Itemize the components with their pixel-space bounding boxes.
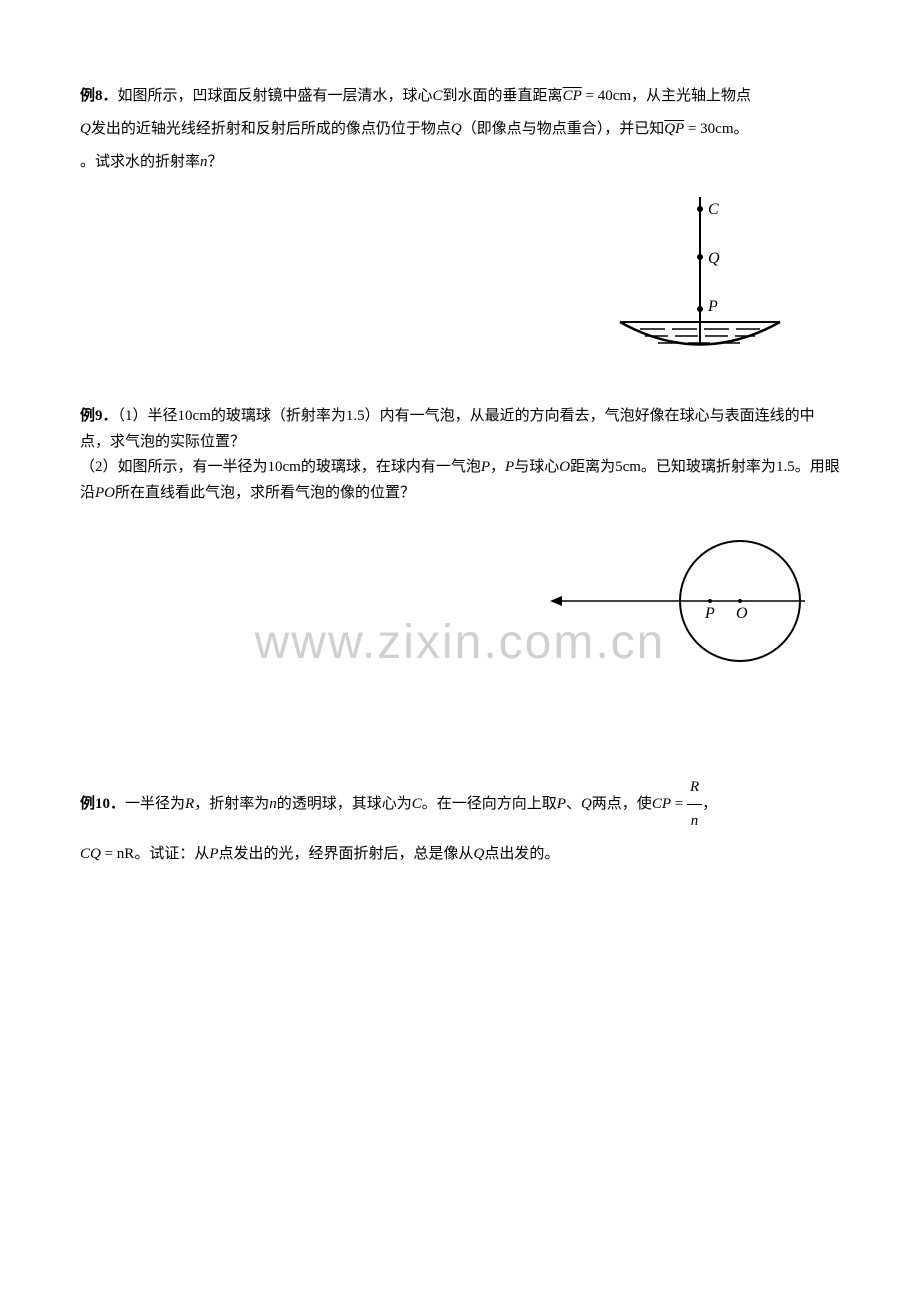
p9-p2r: 10cm — [268, 459, 301, 475]
problem-9-label: 例9． — [80, 408, 118, 424]
p8-t7: ？ — [208, 154, 223, 170]
p10-var-n: n — [269, 796, 277, 812]
p9-point-p — [708, 599, 712, 603]
p8-eq2: = 30cm — [684, 121, 733, 137]
p8-lbl-p: P — [707, 298, 718, 315]
p9-p2t5: 。已知玻璃折射率为 — [641, 459, 776, 475]
p8-lbl-q: Q — [708, 250, 720, 267]
p9-p2t7: 所在直线看此气泡，求所看气泡的像的位置？ — [115, 485, 415, 501]
p9-var-p: P — [481, 459, 490, 475]
p10-frac-den: n — [687, 805, 702, 838]
p9-svg: P O — [540, 526, 820, 686]
p10-t8: 。试证：从 — [134, 846, 209, 862]
p8-point-q — [697, 254, 703, 260]
p9-p2t3: 与球心 — [514, 459, 559, 475]
problem-10-label: 例10． — [80, 796, 125, 812]
p8-t1: 如图所示，凹球面反射镜中盛有一层清水，球心 — [118, 88, 433, 104]
p10-t10: 点出发的。 — [484, 846, 559, 862]
p9-p2t2: ， — [490, 459, 505, 475]
p8-var-q: Q — [80, 121, 91, 137]
p10-t3: 的透明球，其球心为 — [277, 796, 412, 812]
p9-p2n: 1.5 — [776, 459, 795, 475]
p9-p1l: （1）半径 — [118, 408, 178, 424]
p8-point-p — [697, 306, 703, 312]
p10-t9: 点发出的光，经界面折射后，总是像从 — [219, 846, 474, 862]
problem-8-text: 例8．如图所示，凹球面反射镜中盛有一层清水，球心C到水面的垂直距离CP = 40… — [80, 80, 840, 179]
problem-8-figure: C Q P — [80, 189, 840, 374]
p8-ol-qp: QP — [664, 121, 684, 137]
p10-eq2r: = nR — [101, 846, 134, 862]
p8-lbl-c: C — [708, 201, 719, 218]
p8-t4: 发出的近轴光线经折射和反射后所成的像点仍位于物点 — [91, 121, 451, 137]
p10-eq1e: = — [671, 796, 687, 812]
p9-point-o — [738, 599, 742, 603]
p10-t6: 两点，使 — [592, 796, 652, 812]
p9-p1t1: 的玻璃球（折射率为 — [211, 408, 346, 424]
p9-p2t4: 距离为 — [570, 459, 615, 475]
p10-fraction: Rn — [687, 771, 702, 838]
problem-8-label: 例8． — [80, 88, 118, 104]
page-content: 例8．如图所示，凹球面反射镜中盛有一层清水，球心C到水面的垂直距离CP = 40… — [80, 80, 840, 871]
p10-var-c: C — [412, 796, 422, 812]
p10-t4: 。在一径向方向上取 — [422, 796, 557, 812]
p8-t5: （即像点与物点重合），并已知 — [462, 121, 665, 137]
p10-var-r: R — [185, 796, 194, 812]
p8-t2: 到水面的垂直距离 — [443, 88, 563, 104]
problem-10: 例10．一半径为R，折射率为n的透明球，其球心为C。在一径向方向上取P、Q两点，… — [80, 771, 840, 871]
p9-p1r: 10cm — [178, 408, 211, 424]
p10-t2: ，折射率为 — [194, 796, 269, 812]
p10-var-p2: P — [209, 846, 218, 862]
p10-t5: 、 — [566, 796, 581, 812]
p10-var-p: P — [557, 796, 566, 812]
p9-lbl-o: O — [736, 605, 748, 622]
p9-p2t1: 的玻璃球，在球内有一气泡 — [301, 459, 481, 475]
p8-point-c — [697, 206, 703, 212]
p9-p2l: （2）如图所示，有一半径为 — [80, 459, 268, 475]
p9-p2d: 5cm — [615, 459, 641, 475]
p8-eq1: = 40cm — [582, 88, 631, 104]
p8-t3: ，从主光轴上物点 — [631, 88, 751, 104]
p9-var-po: PO — [95, 485, 115, 501]
p9-arrow — [550, 596, 562, 606]
p8-var-q2: Q — [451, 121, 462, 137]
problem-9: 例9．（1）半径10cm的玻璃球（折射率为1.5）内有一气泡，从最近的方向看去，… — [80, 404, 840, 691]
problem-10-text: 例10．一半径为R，折射率为n的透明球，其球心为C。在一径向方向上取P、Q两点，… — [80, 771, 840, 871]
p9-p1n: 1.5 — [346, 408, 365, 424]
p8-t6: 。试求水的折射率 — [80, 154, 200, 170]
p10-eq1l: CP — [652, 796, 671, 812]
p8-svg: C Q P — [610, 189, 790, 369]
p8-ol-cp: CP — [563, 88, 582, 104]
p8-var-n: n — [200, 154, 208, 170]
p9-lbl-p: P — [704, 605, 715, 622]
p10-frac-num: R — [687, 771, 702, 805]
problem-9-figure: P O — [80, 526, 840, 691]
p10-t7: ， — [702, 796, 717, 812]
p10-var-q: Q — [581, 796, 592, 812]
p9-var-p2: P — [505, 459, 514, 475]
problem-9-text: 例9．（1）半径10cm的玻璃球（折射率为1.5）内有一气泡，从最近的方向看去，… — [80, 404, 840, 506]
problem-8: 例8．如图所示，凹球面反射镜中盛有一层清水，球心C到水面的垂直距离CP = 40… — [80, 80, 840, 374]
p10-eq2l: CQ — [80, 846, 101, 862]
p8-var-c: C — [433, 88, 443, 104]
p9-var-o: O — [559, 459, 570, 475]
p10-t1: 一半径为 — [125, 796, 185, 812]
p10-var-q2: Q — [474, 846, 485, 862]
